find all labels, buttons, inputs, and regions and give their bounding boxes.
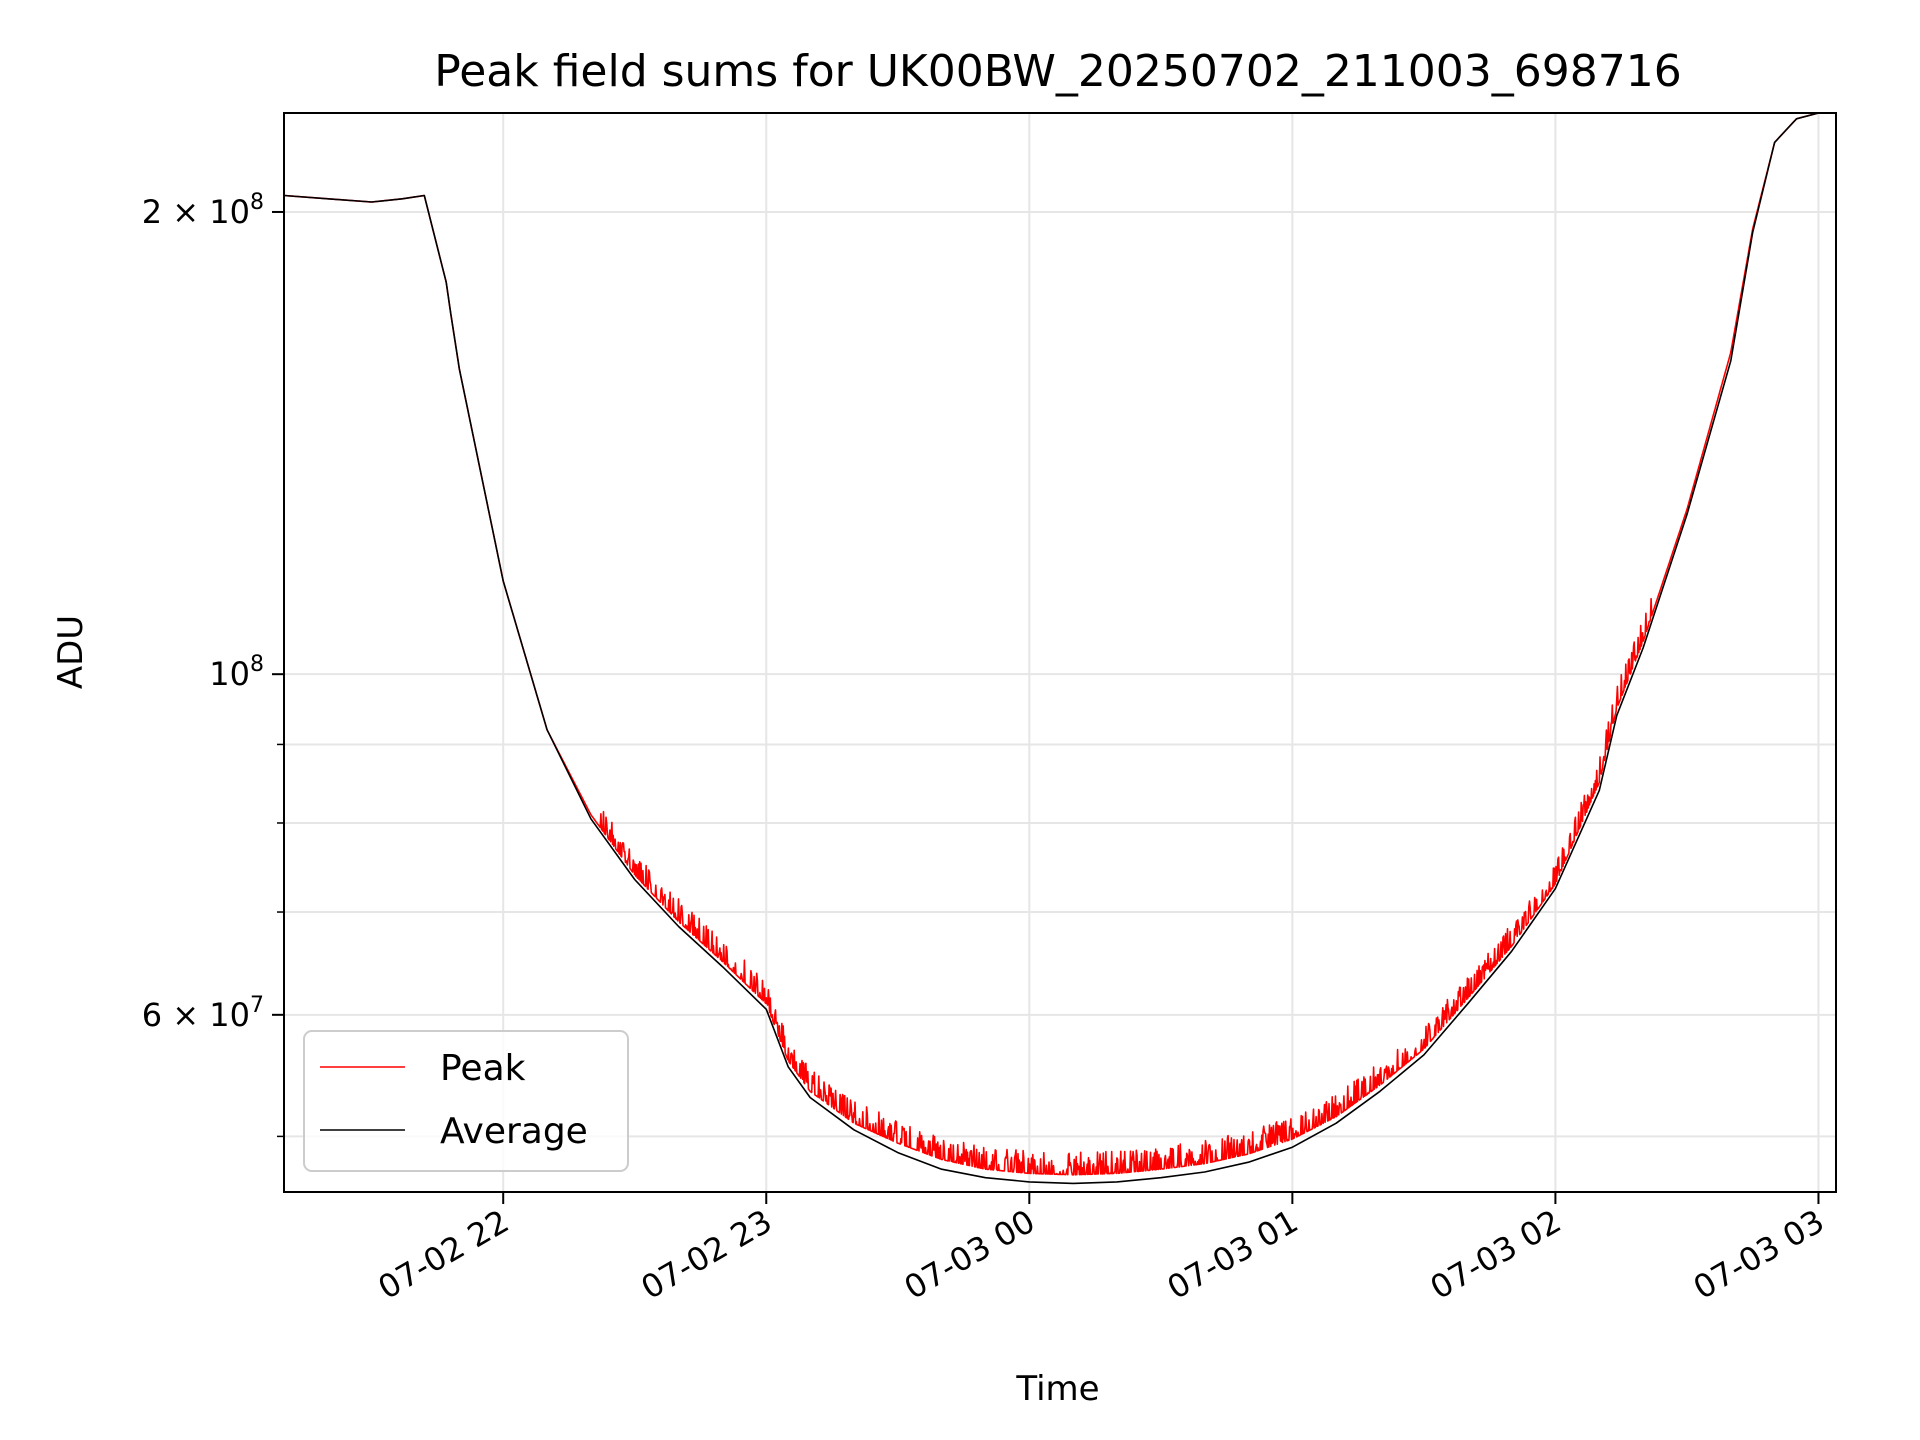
x-axis-label: Time (1015, 1369, 1099, 1409)
y-tick-base: 10 (209, 655, 250, 693)
legend-label-average: Average (440, 1111, 588, 1152)
legend-box (303, 1030, 629, 1172)
y-tick-label: 108 (209, 652, 264, 693)
y-tick-label: 2 × 108 (142, 190, 264, 231)
y-tick-label: 6 × 107 (142, 993, 264, 1034)
legend-label-peak: Peak (440, 1048, 526, 1089)
legend: Peak Average (303, 1030, 629, 1172)
y-tick-exponent: 8 (250, 652, 264, 677)
y-tick-base: 6 × 10 (142, 996, 250, 1034)
y-axis-label: ADU (51, 615, 91, 689)
y-tick-exponent: 8 (250, 190, 264, 215)
y-tick-exponent: 7 (250, 993, 264, 1018)
y-tick-base: 2 × 10 (142, 193, 250, 231)
grid (284, 113, 1836, 1192)
series-line-average (284, 113, 1836, 1185)
plot-frame (283, 112, 1837, 1193)
chart-title: Peak field sums for UK00BW_20250702_2110… (434, 46, 1682, 97)
series-layer (284, 113, 1836, 1185)
